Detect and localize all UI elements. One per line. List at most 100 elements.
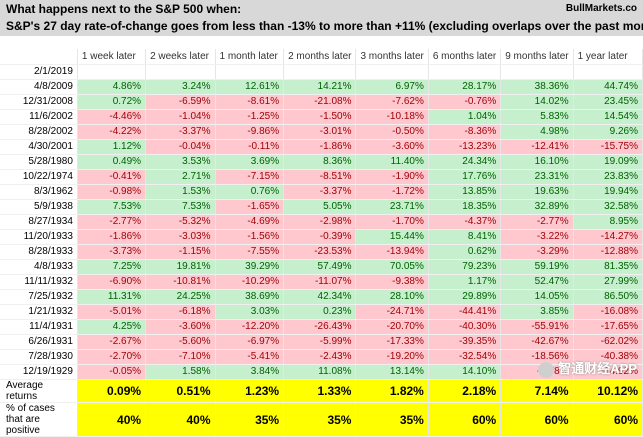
return-cell: 0.72% bbox=[77, 94, 147, 110]
return-cell: 5.83% bbox=[500, 109, 574, 125]
table-row: 5/28/1980 0.49% 3.53% 3.69% 8.36% 11.40% 24.34… bbox=[0, 154, 643, 170]
table-row: 11/11/1932 -6.90% -10.81% -10.29% -11.07% -9.… bbox=[0, 274, 643, 290]
return-cell: 29.89% bbox=[428, 289, 502, 305]
return-cell: -11.07% bbox=[283, 274, 357, 290]
return-cell: -0.05% bbox=[77, 364, 147, 380]
brand-label: BullMarkets.co bbox=[565, 3, 637, 14]
return-cell: 19.63% bbox=[500, 184, 574, 200]
return-cell: 7.53% bbox=[145, 199, 216, 215]
return-cell: -3.22% bbox=[500, 229, 574, 245]
average-value: 1.82% bbox=[355, 379, 429, 403]
table-row: 8/27/1934 -2.77% -5.32% -4.69% -2.98% -1.70% -… bbox=[0, 214, 643, 230]
row-date: 6/26/1931 bbox=[0, 334, 78, 350]
row-date: 7/25/1932 bbox=[0, 289, 78, 305]
average-label: Average returns bbox=[0, 379, 78, 403]
table-row: 7/25/1932 11.31% 24.25% 38.69% 42.34% 28.10% 2… bbox=[0, 289, 643, 305]
returns-table: 1 week later 2 weeks later 1 month later 2 … bbox=[0, 49, 643, 437]
return-cell: 28.17% bbox=[428, 79, 502, 95]
return-cell: -12.88% bbox=[573, 244, 643, 260]
return-cell: 1.12% bbox=[77, 139, 147, 155]
return-cell: -21.08% bbox=[283, 94, 357, 110]
return-cell: -15.75% bbox=[573, 139, 643, 155]
column-header: 2 months later bbox=[283, 49, 357, 65]
table-row: 11/6/2002 -4.46% -1.04% -1.25% -1.50% -10.18%… bbox=[0, 109, 643, 125]
table-row: 4/8/1933 7.25% 19.81% 39.29% 57.49% 70.05% 79.… bbox=[0, 259, 643, 275]
return-cell: 28.10% bbox=[355, 289, 429, 305]
return-cell: -1.50% bbox=[283, 109, 357, 125]
return-cell: 38.69% bbox=[215, 289, 285, 305]
return-cell: -3.37% bbox=[145, 124, 216, 140]
corner-cell bbox=[0, 49, 78, 65]
return-cell: 14.21% bbox=[283, 79, 357, 95]
return-cell: 16.10% bbox=[500, 154, 574, 170]
return-cell: 32.89% bbox=[500, 199, 574, 215]
return-cell: 17.76% bbox=[428, 169, 502, 185]
return-cell: 7.53% bbox=[77, 199, 147, 215]
return-cell: 1.04% bbox=[428, 109, 502, 125]
return-cell: -42.67% bbox=[500, 334, 574, 350]
return-cell: -13.94% bbox=[355, 244, 429, 260]
return-cell: -1.65% bbox=[215, 199, 285, 215]
return-cell: -2.77% bbox=[77, 214, 147, 230]
return-cell: -3.60% bbox=[355, 139, 429, 155]
return-cell: -32.54% bbox=[428, 349, 502, 365]
return-cell: 3.24% bbox=[145, 79, 216, 95]
return-cell: 79.23% bbox=[428, 259, 502, 275]
spacer bbox=[0, 36, 643, 49]
return-cell: -12.20% bbox=[215, 319, 285, 335]
return-cell: 23.31% bbox=[500, 169, 574, 185]
return-cell: -0.11% bbox=[215, 139, 285, 155]
return-cell: -7.55% bbox=[215, 244, 285, 260]
positive-pct-value: 40% bbox=[145, 402, 216, 437]
return-cell: -5.60% bbox=[145, 334, 216, 350]
table-row: 8/3/1962 -0.98% 1.53% 0.76% -3.37% -1.72% 13.8… bbox=[0, 184, 643, 200]
return-cell: -17.33% bbox=[355, 334, 429, 350]
return-cell: 3.69% bbox=[215, 154, 285, 170]
return-cell: -14.27% bbox=[573, 229, 643, 245]
row-date: 5/9/1938 bbox=[0, 199, 78, 215]
return-cell: -3.29% bbox=[500, 244, 574, 260]
return-cell: -1.70% bbox=[355, 214, 429, 230]
return-cell: -8.51% bbox=[283, 169, 357, 185]
return-cell: 44.74% bbox=[573, 79, 643, 95]
row-date: 8/3/1962 bbox=[0, 184, 78, 200]
return-cell: -6.18% bbox=[145, 304, 216, 320]
return-cell: 52.47% bbox=[500, 274, 574, 290]
column-header: 1 week later bbox=[77, 49, 147, 65]
average-value: 1.33% bbox=[283, 379, 357, 403]
return-cell bbox=[500, 64, 574, 80]
return-cell: -3.03% bbox=[145, 229, 216, 245]
positive-pct-value: 35% bbox=[355, 402, 429, 437]
return-cell: -39.35% bbox=[428, 334, 502, 350]
return-cell: -0.41% bbox=[77, 169, 147, 185]
return-cell: -10.81% bbox=[145, 274, 216, 290]
average-value: 10.12% bbox=[573, 379, 643, 403]
return-cell: -2.67% bbox=[77, 334, 147, 350]
positive-pct-label: % of cases that are positive bbox=[0, 402, 78, 437]
return-cell: -23.53% bbox=[283, 244, 357, 260]
column-header: 6 months later bbox=[428, 49, 502, 65]
column-header: 9 months later bbox=[500, 49, 574, 65]
return-cell: -2.70% bbox=[77, 349, 147, 365]
return-cell: 14.10% bbox=[428, 364, 502, 380]
column-header: 2 weeks later bbox=[145, 49, 216, 65]
return-cell: -1.56% bbox=[215, 229, 285, 245]
average-value: 2.18% bbox=[428, 379, 502, 403]
column-header: 3 months later bbox=[355, 49, 429, 65]
return-cell: 2.71% bbox=[145, 169, 216, 185]
return-cell: 19.81% bbox=[145, 259, 216, 275]
table-row: 4/8/2009 4.86% 3.24% 12.61% 14.21% 6.97% 28.17… bbox=[0, 79, 643, 95]
positive-pct-value: 40% bbox=[77, 402, 147, 437]
return-cell: -8.61% bbox=[215, 94, 285, 110]
return-cell: 3.03% bbox=[215, 304, 285, 320]
return-cell: 7.25% bbox=[77, 259, 147, 275]
return-cell: -6.97% bbox=[215, 334, 285, 350]
return-cell: 4.86% bbox=[77, 79, 147, 95]
return-cell: -55.91% bbox=[500, 319, 574, 335]
return-cell: -7.15% bbox=[215, 169, 285, 185]
return-cell: 13.14% bbox=[355, 364, 429, 380]
row-date: 11/6/2002 bbox=[0, 109, 78, 125]
table-row: 2/1/2019 bbox=[0, 64, 643, 80]
average-row: Average returns 0.09% 0.51% 1.23% 1.33% 1.82%… bbox=[0, 379, 643, 403]
return-cell: -14.92% bbox=[573, 364, 643, 380]
